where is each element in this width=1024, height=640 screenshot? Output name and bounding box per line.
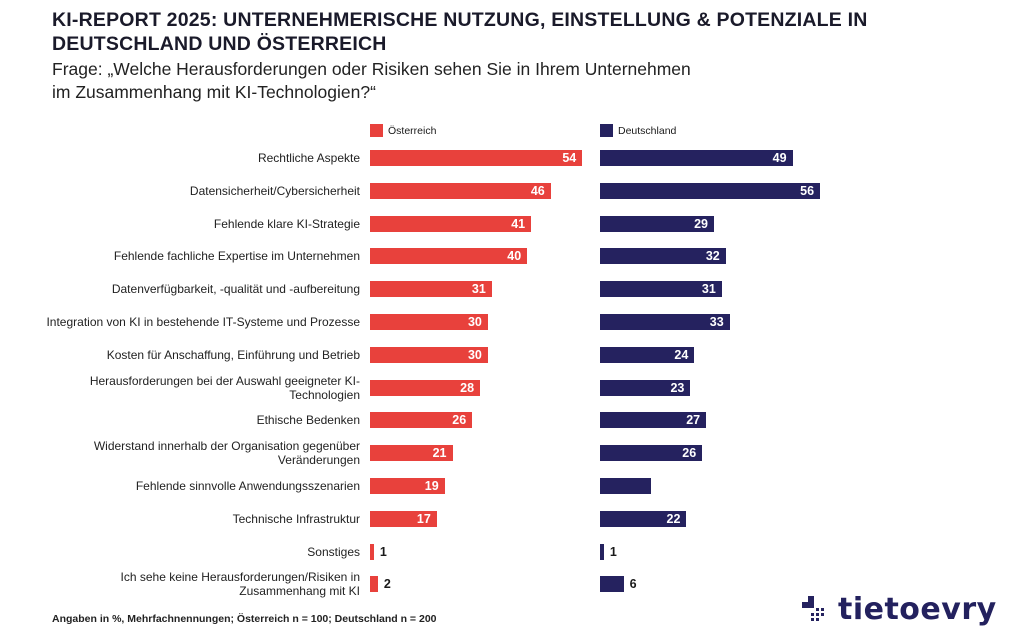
- data-label-oesterreich: 31: [471, 282, 486, 297]
- bar-deutschland: [600, 314, 730, 330]
- legend-label-deutschland: Deutschland: [618, 124, 677, 137]
- footnote: Angaben in %, Mehrfachnennungen; Österre…: [52, 613, 437, 625]
- chart-subtitle: Frage: „Welche Herausforderungen oder Ri…: [52, 58, 852, 104]
- data-label-deutschland: 27: [686, 413, 701, 428]
- data-label-oesterreich: 1: [379, 544, 387, 559]
- bar-oesterreich: [370, 314, 488, 330]
- tietoevry-logo: tietoevry: [800, 592, 997, 627]
- subtitle-line-2: im Zusammenhang mit KI-Technologien?“: [52, 82, 376, 102]
- category-label: Rechtliche Aspekte: [257, 151, 360, 165]
- data-label-deutschland: 22: [666, 511, 681, 526]
- category-label: Fehlende sinnvolle Anwendungsszenarien: [135, 479, 360, 493]
- bar-deutschland: [600, 576, 624, 593]
- bar-deutschland: [600, 248, 726, 265]
- data-label-oesterreich: 28: [460, 380, 475, 395]
- data-label-deutschland: 33: [709, 315, 724, 329]
- category-label: Fehlende klare KI-Strategie: [213, 216, 360, 231]
- bar-oesterreich: [370, 478, 445, 494]
- bar-oesterreich: [370, 150, 583, 166]
- bar-oesterreich: [370, 543, 374, 560]
- data-label-oesterreich: 40: [507, 249, 522, 264]
- bar-deutschland: [600, 215, 714, 232]
- data-label-deutschland: 31: [701, 282, 716, 297]
- logo-text: tietoevry: [838, 592, 997, 627]
- data-label-oesterreich: 2: [383, 577, 391, 592]
- bar-oesterreich: [370, 215, 532, 232]
- bar-deutschland: [600, 379, 691, 396]
- bar-deutschland: [600, 281, 722, 298]
- data-label-oesterreich: 26: [452, 413, 467, 428]
- data-label-deutschland: 29: [694, 216, 708, 231]
- bar-deutschland: [600, 150, 793, 166]
- bar-deutschland: [600, 543, 604, 560]
- category-label: Datenverfügbarkeit, -qualität und -aufbe…: [111, 282, 360, 297]
- bar-deutschland: [600, 412, 707, 429]
- category-label: Technische Infrastruktur: [232, 511, 360, 526]
- category-label: Ich sehe keine Herausforderungen/Risiken…: [120, 570, 360, 599]
- data-label-oesterreich: 30: [467, 347, 482, 362]
- bar-oesterreich: [370, 412, 473, 429]
- data-label-oesterreich: 30: [467, 315, 482, 329]
- category-label: Fehlende fachliche Expertise im Unterneh…: [113, 249, 360, 264]
- bar-oesterreich: [370, 379, 481, 396]
- category-label: Integration von KI in bestehende IT-Syst…: [46, 315, 360, 329]
- bar-deutschland: [600, 346, 695, 363]
- data-label-deutschland: 6: [629, 577, 637, 592]
- category-label: Ethische Bedenken: [256, 413, 360, 428]
- category-label: Sonstiges: [307, 544, 360, 559]
- bar-oesterreich: [370, 576, 378, 593]
- bar-oesterreich: [370, 445, 453, 462]
- data-label-oesterreich: 21: [432, 446, 447, 461]
- category-label: Datensicherheit/Cybersicherheit: [189, 183, 360, 198]
- legend-swatch-deutschland: [600, 124, 613, 137]
- data-label-deutschland: 24: [674, 347, 689, 362]
- category-label: Kosten für Anschaffung, Einführung und B…: [106, 347, 360, 362]
- data-label-oesterreich: 17: [416, 511, 431, 526]
- data-label-oesterreich: 54: [562, 151, 577, 165]
- bar-deutschland: [600, 478, 652, 494]
- logo-mark-icon: [802, 595, 824, 621]
- data-label-deutschland: 56: [800, 183, 815, 198]
- data-label-oesterreich: 46: [530, 183, 545, 198]
- data-label-deutschland: 32: [705, 249, 720, 264]
- bar-oesterreich: [370, 248, 528, 265]
- subtitle-line-1: Frage: „Welche Herausforderungen oder Ri…: [52, 59, 691, 79]
- legend-oesterreich: Österreich: [370, 124, 436, 137]
- bar-oesterreich: [370, 510, 437, 527]
- legend-swatch-oesterreich: [370, 124, 383, 137]
- category-label: Widerstand innerhalb der Organisation ge…: [93, 439, 360, 468]
- data-label-deutschland: 26: [682, 446, 697, 461]
- data-label-deutschland: 49: [772, 151, 787, 165]
- bar-oesterreich: [370, 346, 488, 363]
- bar-deutschland: [600, 182, 821, 199]
- data-label-deutschland: 1: [609, 544, 617, 559]
- category-label: Herausforderungen bei der Auswahl geeign…: [89, 373, 360, 402]
- data-label-oesterreich: 41: [511, 216, 526, 231]
- data-label-deutschland: 23: [670, 380, 685, 395]
- chart-title: KI-REPORT 2025: UNTERNEHMERISCHE NUTZUNG…: [52, 9, 868, 55]
- legend-deutschland: Deutschland: [600, 124, 676, 137]
- bar-deutschland: [600, 445, 703, 462]
- bar-oesterreich: [370, 281, 492, 298]
- legend-label-oesterreich: Österreich: [388, 124, 437, 137]
- bar-deutschland: [600, 510, 687, 527]
- bar-oesterreich: [370, 182, 551, 199]
- data-label-oesterreich: 19: [424, 479, 439, 493]
